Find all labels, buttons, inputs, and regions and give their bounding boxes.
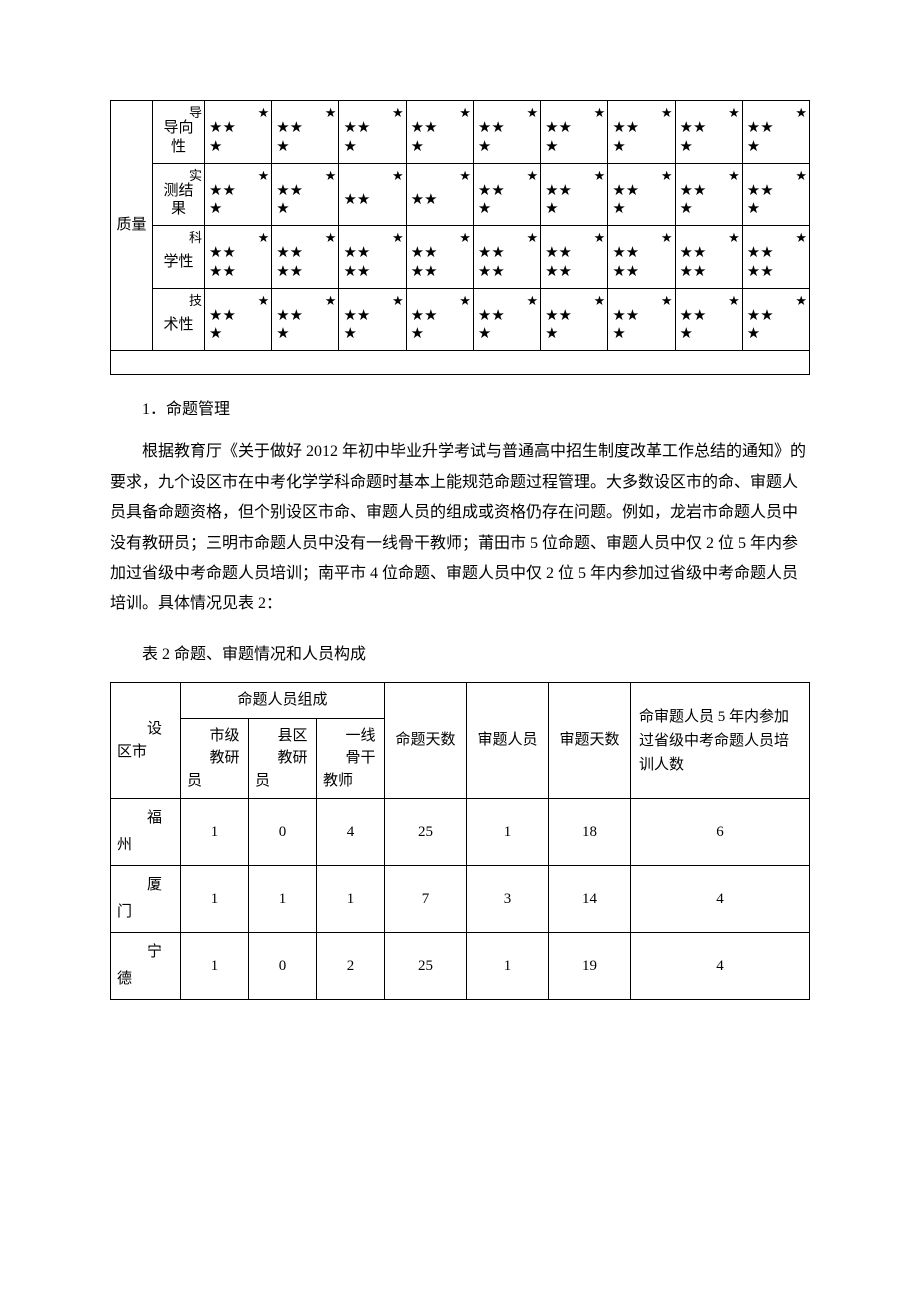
quality-rating-cell: ★★★★★	[205, 226, 272, 289]
quality-rating-body: 质量导导向性★★★★★★★★★★★★★★★★★★★★★★★★★★★★★★★★★★…	[111, 101, 810, 351]
quality-rating-cell: ★★★★	[205, 101, 272, 164]
quality-rating-cell: ★★★★★	[541, 226, 608, 289]
quality-rating-cell: ★★★★	[473, 288, 540, 351]
quality-rating-cell: ★★★★★	[675, 226, 742, 289]
quality-group-label: 质量	[111, 101, 153, 351]
quality-empty-row	[111, 351, 810, 375]
quality-rating-cell: ★★★★	[742, 288, 809, 351]
data-cell: 1	[317, 866, 385, 933]
hdr-a2: 县区 教研员	[249, 718, 317, 799]
quality-rating-cell: ★★★★★	[608, 226, 675, 289]
data-cell: 1	[467, 799, 549, 866]
data-cell: 1	[181, 866, 249, 933]
city-cell: 福州	[111, 799, 181, 866]
quality-rating-cell: ★★★★	[205, 288, 272, 351]
quality-rating-cell: ★★★★	[608, 163, 675, 226]
quality-rating-cell: ★★★★	[473, 101, 540, 164]
quality-rating-cell: ★★★★	[272, 163, 339, 226]
quality-rating-cell: ★★★★	[541, 163, 608, 226]
hdr-a3: 一线 骨干教师	[317, 718, 385, 799]
hdr-review-people: 审题人员	[467, 683, 549, 799]
data-cell: 1	[249, 866, 317, 933]
table-row: 宁德102251194	[111, 933, 810, 1000]
quality-rating-cell: ★★★★	[742, 101, 809, 164]
data-cell: 0	[249, 799, 317, 866]
quality-rating-cell: ★★★★★	[339, 226, 406, 289]
hdr-a1: 市级 教研员	[181, 718, 249, 799]
data-cell: 4	[631, 866, 810, 933]
quality-row-header: 导导向性	[153, 101, 205, 164]
section1-heading: 1．命题管理	[110, 395, 810, 425]
quality-rating-cell: ★★★	[339, 163, 406, 226]
quality-rating-cell: ★★★★	[541, 288, 608, 351]
quality-rating-cell: ★★★★	[742, 163, 809, 226]
data-cell: 1	[181, 933, 249, 1000]
quality-rating-cell: ★★★★★	[473, 226, 540, 289]
hdr-group-a: 命题人员组成	[181, 683, 385, 719]
personnel-table: 设区市 命题人员组成 命题天数 审题人员 审题天数 命审题人员 5 年内参加过省…	[110, 682, 810, 1000]
quality-row-header: 实测结果	[153, 163, 205, 226]
quality-rating-cell: ★★★★	[406, 101, 473, 164]
quality-rating-table: 质量导导向性★★★★★★★★★★★★★★★★★★★★★★★★★★★★★★★★★★…	[110, 100, 810, 375]
data-cell: 3	[467, 866, 549, 933]
quality-rating-cell: ★★★	[406, 163, 473, 226]
quality-rating-cell: ★★★★★	[272, 226, 339, 289]
data-cell: 25	[385, 933, 467, 1000]
data-cell: 2	[317, 933, 385, 1000]
table2-caption: 表 2 命题、审题情况和人员构成	[110, 640, 810, 670]
data-cell: 4	[631, 933, 810, 1000]
data-cell: 19	[549, 933, 631, 1000]
personnel-table-body: 福州104251186厦门11173144宁德102251194	[111, 799, 810, 1000]
data-cell: 6	[631, 799, 810, 866]
quality-rating-cell: ★★★★	[675, 101, 742, 164]
data-cell: 1	[467, 933, 549, 1000]
data-cell: 4	[317, 799, 385, 866]
data-cell: 0	[249, 933, 317, 1000]
quality-rating-cell: ★★★★	[272, 101, 339, 164]
quality-rating-cell: ★★★★★	[406, 226, 473, 289]
city-cell: 厦门	[111, 866, 181, 933]
hdr-training-count: 命审题人员 5 年内参加过省级中考命题人员培训人数	[631, 683, 810, 799]
quality-row-header: 技术性	[153, 288, 205, 351]
data-cell: 7	[385, 866, 467, 933]
quality-rating-cell: ★★★★	[473, 163, 540, 226]
quality-rating-cell: ★★★★★	[742, 226, 809, 289]
quality-rating-cell: ★★★★	[541, 101, 608, 164]
quality-rating-cell: ★★★★	[205, 163, 272, 226]
quality-rating-cell: ★★★★	[339, 101, 406, 164]
data-cell: 18	[549, 799, 631, 866]
table-row: 厦门11173144	[111, 866, 810, 933]
quality-rating-cell: ★★★★	[608, 288, 675, 351]
data-cell: 1	[181, 799, 249, 866]
section1-body: 根据教育厅《关于做好 2012 年初中毕业升学考试与普通高中招生制度改革工作总结…	[110, 437, 810, 619]
data-cell: 25	[385, 799, 467, 866]
quality-rating-cell: ★★★★	[272, 288, 339, 351]
quality-rating-cell: ★★★★	[675, 288, 742, 351]
quality-rating-cell: ★★★★	[406, 288, 473, 351]
table-row: 福州104251186	[111, 799, 810, 866]
hdr-review-days: 审题天数	[549, 683, 631, 799]
hdr-days-cmd: 命题天数	[385, 683, 467, 799]
quality-rating-cell: ★★★★	[339, 288, 406, 351]
hdr-city: 设区市	[111, 683, 181, 799]
quality-row-header: 科学性	[153, 226, 205, 289]
city-cell: 宁德	[111, 933, 181, 1000]
quality-rating-cell: ★★★★	[675, 163, 742, 226]
data-cell: 14	[549, 866, 631, 933]
quality-rating-cell: ★★★★	[608, 101, 675, 164]
